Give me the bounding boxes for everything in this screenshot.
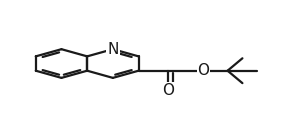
Text: O: O <box>198 63 210 78</box>
Text: N: N <box>107 42 118 57</box>
Text: O: O <box>162 83 174 98</box>
